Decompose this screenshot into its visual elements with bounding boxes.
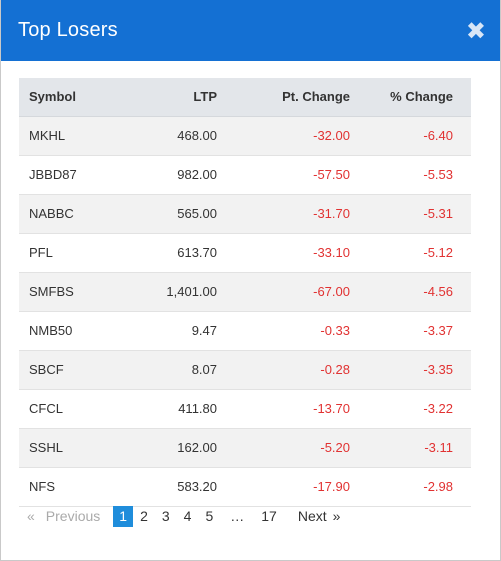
next-arrow-icon: »: [332, 508, 341, 524]
symbol-cell: NFS: [19, 467, 131, 507]
losers-table-wrapper: Symbol LTP Pt. Change % Change MKHL 468.0…: [19, 78, 471, 507]
ltp-cell: 1,401.00: [131, 272, 217, 312]
pt-change-cell: -0.33: [217, 311, 350, 351]
pagination: « Previous 1 2 3 4 5 … 17 Next »: [19, 506, 344, 527]
ltp-cell: 982.00: [131, 155, 217, 195]
pct-change-cell: -4.56: [350, 272, 471, 312]
symbol-cell: JBBD87: [19, 155, 131, 195]
pct-change-cell: -6.40: [350, 116, 471, 156]
pt-change-cell: -31.70: [217, 194, 350, 234]
symbol-cell: CFCL: [19, 389, 131, 429]
pct-change-cell: -5.12: [350, 233, 471, 273]
symbol-cell: MKHL: [19, 116, 131, 156]
modal-header: Top Losers ✖: [1, 0, 500, 61]
pct-change-cell: -3.37: [350, 311, 471, 351]
previous-page-link[interactable]: Previous: [45, 508, 101, 524]
modal-title: Top Losers: [18, 19, 118, 41]
pt-change-cell: -57.50: [217, 155, 350, 195]
column-header-pt-change[interactable]: Pt. Change: [217, 78, 350, 117]
pct-change-cell: -5.31: [350, 194, 471, 234]
pct-change-cell: -3.11: [350, 428, 471, 468]
pct-change-cell: -3.22: [350, 389, 471, 429]
table-header-row: Symbol LTP Pt. Change % Change: [19, 78, 471, 117]
page-link-4[interactable]: 4: [183, 508, 192, 524]
pt-change-cell: -5.20: [217, 428, 350, 468]
table-row[interactable]: NMB50 9.47 -0.33 -3.37: [19, 311, 471, 351]
table-row[interactable]: NFS 583.20 -17.90 -2.98: [19, 467, 471, 507]
symbol-cell: NABBC: [19, 194, 131, 234]
previous-arrow-icon: «: [27, 508, 35, 524]
ltp-cell: 411.80: [131, 389, 217, 429]
page-link-2[interactable]: 2: [140, 508, 148, 524]
pt-change-cell: -13.70: [217, 389, 350, 429]
ltp-cell: 565.00: [131, 194, 217, 234]
ltp-cell: 162.00: [131, 428, 217, 468]
next-page-link[interactable]: Next: [297, 508, 327, 524]
ltp-cell: 9.47: [131, 311, 217, 351]
page-link-1[interactable]: 1: [113, 506, 134, 527]
table-row[interactable]: NABBC 565.00 -31.70 -5.31: [19, 194, 471, 234]
ltp-cell: 468.00: [131, 116, 217, 156]
pagination-ellipsis: …: [230, 508, 245, 524]
pct-change-cell: -3.35: [350, 350, 471, 390]
ltp-cell: 8.07: [131, 350, 217, 390]
table-row[interactable]: SBCF 8.07 -0.28 -3.35: [19, 350, 471, 390]
page-link-5[interactable]: 5: [205, 508, 214, 524]
table-row[interactable]: CFCL 411.80 -13.70 -3.22: [19, 389, 471, 429]
column-header-ltp[interactable]: LTP: [131, 78, 217, 117]
column-header-pct-change[interactable]: % Change: [350, 78, 471, 117]
pct-change-cell: -5.53: [350, 155, 471, 195]
table-row[interactable]: PFL 613.70 -33.10 -5.12: [19, 233, 471, 273]
page-link-3[interactable]: 3: [161, 508, 170, 524]
table-row[interactable]: JBBD87 982.00 -57.50 -5.53: [19, 155, 471, 195]
pt-change-cell: -33.10: [217, 233, 350, 273]
pt-change-cell: -67.00: [217, 272, 350, 312]
symbol-cell: SMFBS: [19, 272, 131, 312]
losers-table: Symbol LTP Pt. Change % Change MKHL 468.0…: [19, 78, 471, 507]
symbol-cell: SBCF: [19, 350, 131, 390]
table-body: MKHL 468.00 -32.00 -6.40 JBBD87 982.00 -57.50-…: [19, 116, 471, 507]
table-row[interactable]: SMFBS 1,401.00 -67.00 -4.56: [19, 272, 471, 312]
column-header-symbol[interactable]: Symbol: [19, 78, 131, 117]
ltp-cell: 613.70: [131, 233, 217, 273]
pt-change-cell: -0.28: [217, 350, 350, 390]
close-icon[interactable]: ✖: [465, 17, 486, 45]
pt-change-cell: -17.90: [217, 467, 350, 507]
symbol-cell: PFL: [19, 233, 131, 273]
pct-change-cell: -2.98: [350, 467, 471, 507]
page-link-17[interactable]: 17: [261, 508, 277, 524]
ltp-cell: 583.20: [131, 467, 217, 507]
pt-change-cell: -32.00: [217, 116, 350, 156]
table-row[interactable]: SSHL 162.00 -5.20 -3.11: [19, 428, 471, 468]
table-row[interactable]: MKHL 468.00 -32.00 -6.40: [19, 116, 471, 156]
symbol-cell: SSHL: [19, 428, 131, 468]
symbol-cell: NMB50: [19, 311, 131, 351]
